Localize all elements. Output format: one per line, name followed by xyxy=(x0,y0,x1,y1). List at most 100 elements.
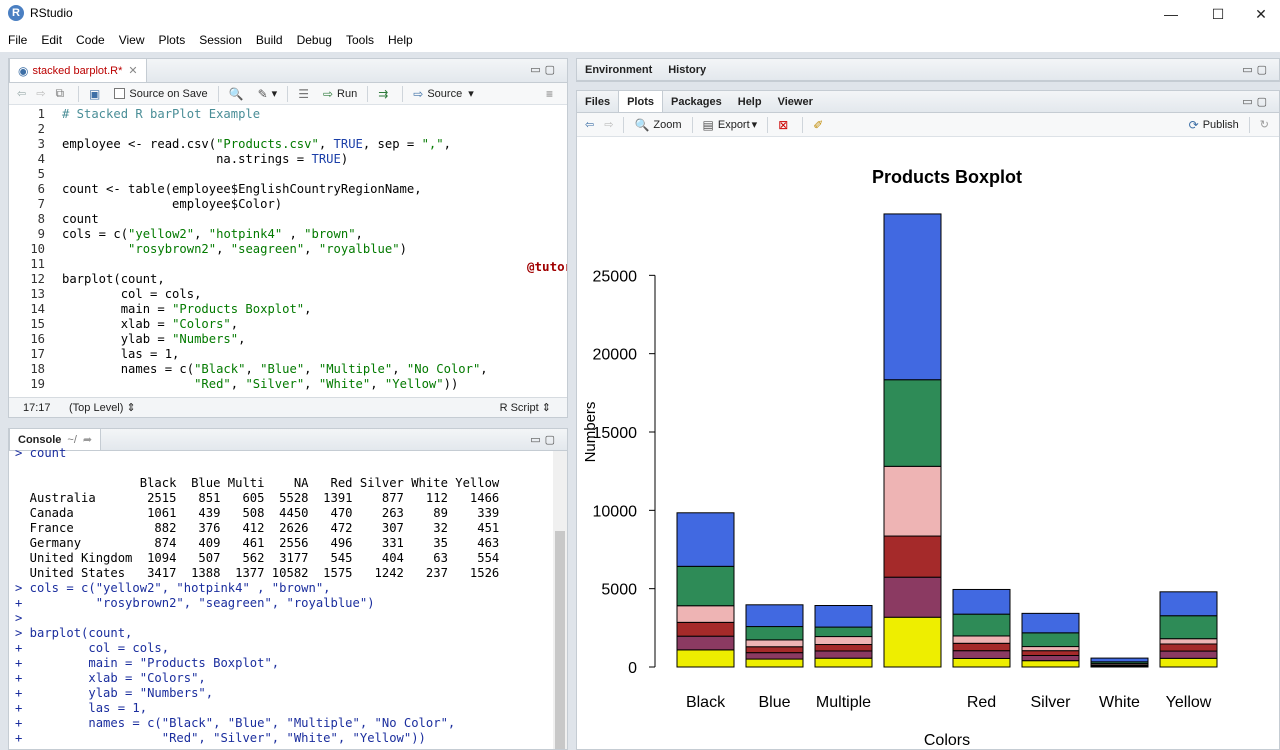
document-outline-icon[interactable]: ≡ xyxy=(545,86,553,101)
bar-segment xyxy=(814,605,873,628)
line-number: 6 xyxy=(37,182,45,196)
bar-segment xyxy=(952,635,1011,644)
tab-environment[interactable]: Environment xyxy=(585,63,653,76)
code-line[interactable]: count xyxy=(62,212,99,226)
bar-segment xyxy=(1021,650,1080,656)
search-icon[interactable]: 🔍 xyxy=(228,86,244,101)
tab-console[interactable]: Console ~/ ➦ xyxy=(9,429,102,450)
code-line[interactable]: names = c("Black", "Blue", "Multiple", "… xyxy=(62,362,488,376)
tab-history[interactable]: History xyxy=(668,63,707,76)
code-line[interactable]: ylab = "Numbers", xyxy=(62,332,246,346)
bar-segment xyxy=(883,379,942,467)
code-line[interactable]: employee <- read.csv("Products.csv", TRU… xyxy=(62,137,451,151)
code-line[interactable]: employee$Color) xyxy=(62,197,283,211)
line-number: 7 xyxy=(37,197,45,211)
bar-segment xyxy=(814,626,873,638)
menu-file[interactable]: File xyxy=(8,33,28,47)
close-tab-icon[interactable]: ✕ xyxy=(128,65,138,77)
line-number: 12 xyxy=(30,272,45,286)
x-tick-label: Red xyxy=(967,694,996,711)
code-editor[interactable]: 1 2 3 4 5 6 7 8 9 10 11 12 13 14 15 16 17 18 19 # Stacked … xyxy=(9,105,567,395)
remove-plot-icon[interactable]: ⊠ xyxy=(778,117,789,132)
console-line: + names = c("Black", "Blue", "Multiple",… xyxy=(15,716,456,730)
zoom-button[interactable]: 🔍 Zoom xyxy=(634,117,682,132)
run-button[interactable]: ⇨ Run xyxy=(322,86,358,101)
line-number: 11 xyxy=(30,257,45,271)
clear-all-plots-broom-icon[interactable]: ✐ xyxy=(813,117,824,132)
close-button[interactable]: ✕ xyxy=(1255,5,1267,22)
minimize-maximize-icons[interactable]: ▭▢ xyxy=(1242,96,1271,108)
code-line[interactable]: "rosybrown2", "seagreen", "royalblue") xyxy=(128,242,407,256)
menu-view[interactable]: View xyxy=(118,33,145,47)
code-line[interactable] xyxy=(62,122,488,137)
menu-debug[interactable]: Debug xyxy=(296,33,332,47)
toolbar-divider xyxy=(767,116,769,133)
x-tick-label: Black xyxy=(686,694,726,711)
code-line[interactable]: "Red", "Silver", "White", "Yellow")) xyxy=(194,377,459,391)
minimize-maximize-icons[interactable]: ▭▢ xyxy=(1242,64,1271,76)
menu-build[interactable]: Build xyxy=(255,33,283,47)
maximize-button[interactable]: ☐ xyxy=(1211,5,1225,22)
tab-help[interactable]: Help xyxy=(737,95,762,108)
y-axis-label: Numbers xyxy=(582,402,599,463)
menu-code[interactable]: Code xyxy=(76,33,105,47)
bar-segment xyxy=(745,646,804,654)
code-line[interactable]: barplot(count, xyxy=(62,272,165,286)
plots-pane: Files Plots Packages Help Viewer ▭▢ ⇦ ⇨ … xyxy=(576,90,1280,750)
export-button[interactable]: ▤ Export ▾ xyxy=(702,117,758,132)
line-number: 14 xyxy=(30,302,45,316)
next-plot-icon[interactable]: ⇨ xyxy=(604,119,614,131)
tab-packages[interactable]: Packages xyxy=(670,95,722,108)
scope-selector[interactable]: (Top Level) ⇕ xyxy=(69,402,136,414)
code-line[interactable]: # Stacked R barPlot Example xyxy=(62,107,261,121)
code-line[interactable]: main = "Products Boxplot", xyxy=(62,302,312,316)
save-icon[interactable]: ▣ xyxy=(89,86,101,101)
rerun-icon[interactable]: ⇉ xyxy=(378,86,389,101)
publish-button[interactable]: ⟳ Publish xyxy=(1188,117,1239,132)
menu-session[interactable]: Session xyxy=(199,33,242,47)
code-lines[interactable]: # Stacked R barPlot Example employee <- … xyxy=(62,107,488,392)
menu-edit[interactable]: Edit xyxy=(41,33,63,47)
tab-plots[interactable]: Plots xyxy=(618,91,663,112)
console-line: United States 3417 1388 1377 10582 1575 … xyxy=(15,566,500,580)
bar-segment xyxy=(883,213,942,381)
code-line[interactable]: cols = c("yellow2", "hotpink4" , "brown"… xyxy=(62,227,363,241)
source-on-save-checkbox[interactable]: Source on Save xyxy=(114,88,208,100)
show-in-window-icon[interactable]: ⧉ xyxy=(55,86,65,100)
code-line[interactable]: count <- table(employee$EnglishCountryRe… xyxy=(62,182,422,196)
bar-segment xyxy=(952,657,1011,668)
code-line[interactable] xyxy=(62,257,488,272)
code-line[interactable]: na.strings = TRUE) xyxy=(62,152,349,166)
forward-arrow-icon[interactable]: ⇨ xyxy=(36,88,46,100)
tab-stacked-barplot[interactable]: ◉ stacked barplot.R* ✕ xyxy=(9,59,147,82)
code-line[interactable]: xlab = "Colors", xyxy=(62,317,239,331)
filetype-selector[interactable]: R Script ⇕ xyxy=(499,402,551,414)
source-button[interactable]: ⇨ Source ▾ xyxy=(413,86,474,101)
barplot-chart: Products Boxplot 0 5000 10000 15000 20000 2500… xyxy=(582,167,1218,749)
code-line[interactable] xyxy=(62,167,488,182)
console-scrollbar[interactable] xyxy=(553,451,567,749)
export-label: Export xyxy=(717,118,750,131)
menu-plots[interactable]: Plots xyxy=(158,33,186,47)
go-to-directory-icon[interactable]: ➦ xyxy=(82,434,93,446)
previous-plot-icon[interactable]: ⇦ xyxy=(585,119,595,131)
code-line[interactable]: las = 1, xyxy=(62,347,180,361)
x-tick-label: Silver xyxy=(1030,694,1071,711)
tab-files[interactable]: Files xyxy=(585,95,611,108)
minimize-maximize-icons[interactable]: ▭▢ xyxy=(530,64,559,76)
menu-tools[interactable]: Tools xyxy=(345,33,374,47)
code-line[interactable]: col = cols, xyxy=(62,287,202,301)
window-title: RStudio xyxy=(30,6,73,20)
menu-help[interactable]: Help xyxy=(387,33,413,47)
tab-viewer[interactable]: Viewer xyxy=(777,95,813,108)
compile-report-icon[interactable]: ☰ xyxy=(298,86,309,101)
minimize-button[interactable]: — xyxy=(1164,6,1178,22)
bar-segment xyxy=(883,535,942,578)
scrollbar-thumb[interactable] xyxy=(555,531,565,749)
refresh-plot-icon[interactable]: ↻ xyxy=(1259,119,1269,131)
back-arrow-icon[interactable]: ⇦ xyxy=(17,88,27,100)
checkbox-box[interactable] xyxy=(114,88,126,99)
minimize-maximize-icons[interactable]: ▭▢ xyxy=(530,434,559,446)
console-output[interactable]: > count Black Blue Multi NA Red Silver W… xyxy=(15,446,500,749)
code-tools-wand-icon[interactable]: ✎ ▾ xyxy=(257,86,278,101)
